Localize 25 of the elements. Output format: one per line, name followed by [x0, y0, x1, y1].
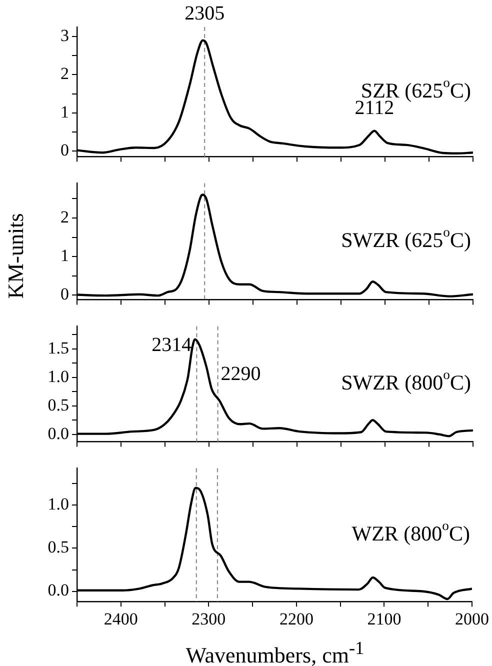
x-tick-label: 2300 [192, 609, 226, 628]
x-tick-label: 2400 [104, 609, 138, 628]
y-tick-label: 0.5 [48, 395, 69, 414]
y-tick-label: 0 [60, 140, 69, 160]
y-tick-label: 0.0 [48, 580, 69, 600]
y-tick-label: 0 [60, 284, 69, 304]
y-tick-label: 1.0 [48, 494, 69, 514]
ref-line-label: 2290 [220, 363, 261, 385]
x-tick-label: 2000 [455, 609, 489, 628]
y-tick-label: 0.5 [48, 538, 69, 557]
y-tick-label: 3 [60, 26, 69, 46]
y-axis-title: KM-units [3, 213, 29, 299]
y-tick-label: 1.5 [48, 338, 69, 358]
y-tick-label: 0.0 [48, 424, 69, 443]
y-tick-label: 1.0 [48, 366, 69, 386]
ref-line-label: 2305 [184, 2, 225, 24]
ref-line-label: 2314 [152, 334, 192, 356]
x-tick-label: 2200 [279, 609, 314, 628]
x-tick-label: 2100 [367, 609, 402, 628]
annotation: 2112 [354, 97, 394, 120]
y-tick-label: 1 [60, 246, 69, 266]
y-tick-label: 1 [60, 102, 69, 122]
y-tick-label: 2 [60, 64, 69, 84]
x-axis-title: Wavenumbers, cm$^{-1}$ [184, 637, 366, 666]
y-tick-label: 2 [60, 207, 69, 226]
